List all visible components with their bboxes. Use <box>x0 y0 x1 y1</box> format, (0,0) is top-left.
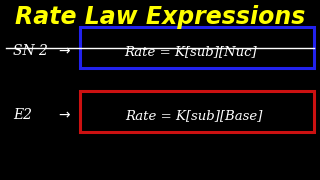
Text: →: → <box>58 44 70 58</box>
Text: Rate Law Expressions: Rate Law Expressions <box>15 5 305 29</box>
Text: Rate = K[sub][Base]: Rate = K[sub][Base] <box>125 109 262 122</box>
Text: SN 2: SN 2 <box>13 44 48 58</box>
Text: →: → <box>58 108 70 122</box>
Text: Rate = K[sub][Nuc]: Rate = K[sub][Nuc] <box>124 45 257 58</box>
Text: E2: E2 <box>13 108 32 122</box>
